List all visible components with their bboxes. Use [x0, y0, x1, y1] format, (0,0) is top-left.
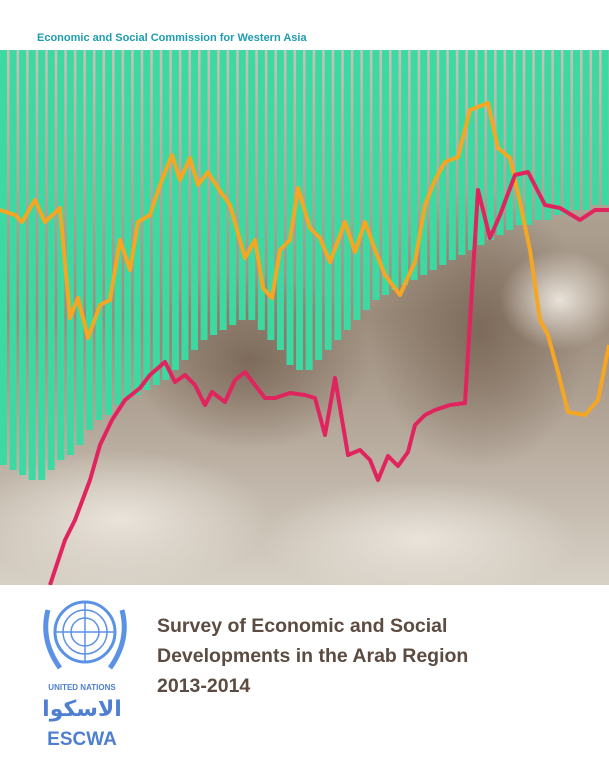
image-blur — [0, 450, 270, 585]
decorative-bar — [66, 50, 74, 455]
title-line: Survey of Economic and Social — [157, 615, 447, 637]
decorative-bar — [592, 50, 600, 205]
decorative-bar — [467, 50, 475, 250]
decorative-line — [48, 170, 609, 585]
title-line: 2013-2014 — [157, 675, 250, 697]
decorative-bar — [38, 50, 46, 480]
decorative-bar — [382, 50, 389, 295]
decorative-bar — [152, 50, 160, 385]
decorative-bar — [573, 50, 580, 210]
decorative-bar — [143, 50, 151, 390]
decorative-bar — [487, 50, 495, 240]
decorative-bar — [257, 50, 265, 330]
decorative-bar — [0, 50, 7, 465]
header-organization: Economic and Social Commission for Weste… — [37, 32, 307, 44]
decorative-bar — [105, 50, 113, 415]
decorative-bar — [191, 50, 198, 350]
decorative-bar — [248, 50, 256, 320]
decorative-bar — [563, 50, 571, 215]
decorative-bar — [305, 50, 313, 370]
decorative-line — [0, 101, 609, 417]
decorative-bar — [372, 50, 380, 300]
decorative-bar — [238, 50, 246, 320]
decorative-bar — [95, 50, 103, 420]
decorative-bar — [47, 50, 55, 470]
decorative-bar — [276, 50, 284, 350]
image-blur — [500, 250, 609, 350]
decorative-bar — [410, 50, 418, 280]
decorative-bar — [114, 50, 122, 405]
decorative-bar — [267, 50, 275, 340]
decorative-bar — [534, 50, 542, 220]
decorative-bar — [57, 50, 65, 460]
decorative-bar — [296, 50, 304, 370]
decorative-bar — [506, 50, 514, 230]
logo-arabic: الاسكوا — [42, 697, 122, 722]
decorative-bar — [401, 50, 409, 285]
decorative-bar — [515, 50, 523, 225]
decorative-bar — [439, 50, 447, 265]
decorative-bar — [458, 50, 466, 255]
decorative-bar — [286, 50, 294, 365]
decorative-bar — [171, 50, 179, 370]
decorative-bar — [582, 50, 590, 210]
decorative-bars — [0, 50, 609, 480]
decorative-bar — [362, 50, 370, 310]
decorative-bar — [477, 50, 485, 245]
decorative-bar — [343, 50, 351, 330]
decorative-bar — [334, 50, 342, 340]
decorative-bar — [9, 50, 17, 470]
decorative-bar — [429, 50, 437, 270]
cover-image — [0, 50, 609, 585]
decorative-bar — [76, 50, 84, 445]
decorative-bar — [210, 50, 218, 335]
decorative-bar — [391, 50, 399, 290]
decorative-bar — [315, 50, 323, 360]
decorative-bar — [229, 50, 237, 325]
decorative-bar — [219, 50, 227, 330]
decorative-bar — [200, 50, 208, 340]
decorative-bar — [181, 50, 189, 360]
decorative-bar — [553, 50, 561, 215]
decorative-bar — [19, 50, 27, 475]
decorative-bar — [544, 50, 552, 220]
image-blur — [260, 480, 580, 585]
decorative-bar — [28, 50, 36, 480]
un-emblem — [43, 600, 127, 670]
logo-acronym: ESCWA — [47, 729, 117, 750]
decorative-bar — [85, 50, 93, 430]
decorative-bar — [124, 50, 132, 400]
decorative-bar — [324, 50, 332, 350]
logo-united-nations: UNITED NATIONS — [48, 683, 116, 692]
decorative-bar — [162, 50, 170, 380]
decorative-bar — [601, 50, 609, 205]
decorative-bar — [353, 50, 361, 320]
decorative-bar — [420, 50, 428, 275]
decorative-bar — [496, 50, 504, 235]
decorative-bar — [525, 50, 533, 225]
decorative-bar — [448, 50, 456, 260]
title-line: Developments in the Arab Region — [157, 645, 468, 667]
